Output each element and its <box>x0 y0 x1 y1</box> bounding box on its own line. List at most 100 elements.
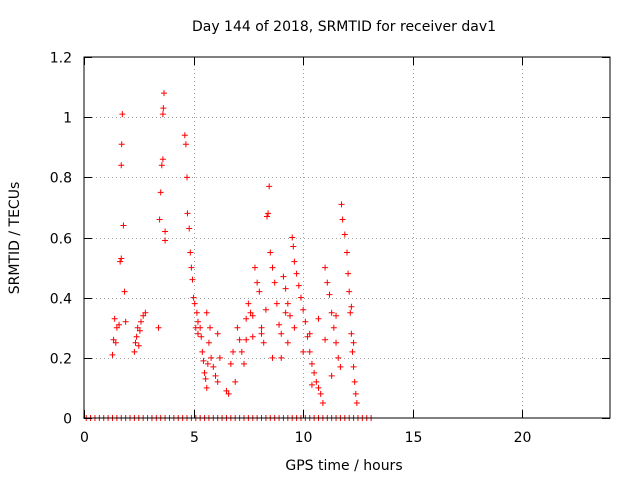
data-point <box>135 342 142 349</box>
y-tick-label: 0.2 <box>50 352 72 368</box>
data-point <box>204 360 211 367</box>
data-point <box>249 333 256 340</box>
data-point <box>155 324 162 331</box>
data-point <box>159 156 166 163</box>
data-point <box>284 300 291 307</box>
data-point <box>186 225 193 232</box>
data-point <box>341 231 348 238</box>
chart-title: Day 144 of 2018, SRMTID for receiver dav… <box>192 19 496 35</box>
data-point <box>291 258 298 265</box>
data-point <box>300 348 307 355</box>
data-point <box>116 321 123 328</box>
data-point <box>311 369 318 376</box>
data-point <box>194 318 201 325</box>
data-point <box>339 216 346 223</box>
data-point <box>265 210 272 217</box>
data-point <box>300 306 307 313</box>
data-point <box>350 339 357 346</box>
y-tick-label: 0.6 <box>50 232 72 248</box>
data-point <box>276 321 283 328</box>
data-point <box>198 333 205 340</box>
data-point <box>223 387 230 394</box>
data-point <box>348 330 355 337</box>
data-point <box>159 111 166 118</box>
data-point <box>162 228 169 235</box>
data-point <box>156 216 163 223</box>
data-point <box>112 339 119 346</box>
data-point <box>245 300 252 307</box>
data-point <box>158 162 165 169</box>
data-point <box>287 312 294 319</box>
y-tick-label: 0 <box>63 412 72 428</box>
tick-labels: 0 5 10 15 20 0 0.2 0.4 0.6 0.8 1 1.2 <box>50 51 532 447</box>
data-point <box>295 282 302 289</box>
data-point <box>328 372 335 379</box>
data-point <box>348 303 355 310</box>
data-point <box>249 312 256 319</box>
data-point <box>291 324 298 331</box>
data-point <box>142 309 149 316</box>
data-point <box>109 351 116 358</box>
data-point <box>322 264 329 271</box>
data-point <box>282 285 289 292</box>
data-point <box>256 288 263 295</box>
data-point <box>271 279 278 286</box>
data-point <box>306 330 313 337</box>
data-point <box>269 264 276 271</box>
data-point <box>162 237 169 244</box>
data-point <box>230 348 237 355</box>
data-point <box>333 312 340 319</box>
x-tick-label: 10 <box>295 430 313 446</box>
data-point <box>278 354 285 361</box>
data-point <box>238 348 245 355</box>
data-point <box>157 189 164 196</box>
data-point <box>236 336 243 343</box>
data-point <box>184 174 191 181</box>
data-point <box>118 162 125 169</box>
data-point <box>117 258 124 265</box>
data-point <box>160 105 167 112</box>
data-point <box>184 210 191 217</box>
data-points <box>83 90 375 421</box>
data-point <box>194 330 201 337</box>
y-tick-label: 0.4 <box>50 292 72 308</box>
data-point <box>251 264 258 271</box>
data-point <box>120 222 127 229</box>
data-point <box>351 378 358 385</box>
x-tick-label: 5 <box>190 430 199 446</box>
x-tick-label: 15 <box>405 430 423 446</box>
data-point <box>132 339 139 346</box>
data-point <box>110 336 117 343</box>
data-point <box>189 276 196 283</box>
data-point <box>214 330 221 337</box>
data-point <box>232 378 239 385</box>
data-point <box>210 363 217 370</box>
data-point <box>234 324 241 331</box>
data-point <box>308 360 315 367</box>
data-point <box>187 249 194 256</box>
data-point <box>225 390 232 397</box>
data-point <box>243 315 250 322</box>
data-point <box>121 288 128 295</box>
y-tick-label: 1.2 <box>50 51 72 67</box>
data-point <box>111 315 118 322</box>
data-point <box>345 270 352 277</box>
data-point <box>207 324 214 331</box>
y-tick-label: 1 <box>63 111 72 127</box>
data-point <box>313 378 320 385</box>
data-point <box>134 324 141 331</box>
data-point <box>324 279 331 286</box>
data-point <box>335 354 342 361</box>
data-point <box>122 318 129 325</box>
data-point <box>282 309 289 316</box>
data-point <box>260 339 267 346</box>
x-tick-label: 20 <box>514 430 532 446</box>
data-point <box>328 309 335 316</box>
y-axis-label: SRMTID / TECUs <box>7 182 23 295</box>
data-point <box>247 309 254 316</box>
x-axis-label: GPS time / hours <box>285 458 402 474</box>
data-point <box>269 354 276 361</box>
data-point <box>181 132 188 139</box>
data-point <box>280 273 287 280</box>
